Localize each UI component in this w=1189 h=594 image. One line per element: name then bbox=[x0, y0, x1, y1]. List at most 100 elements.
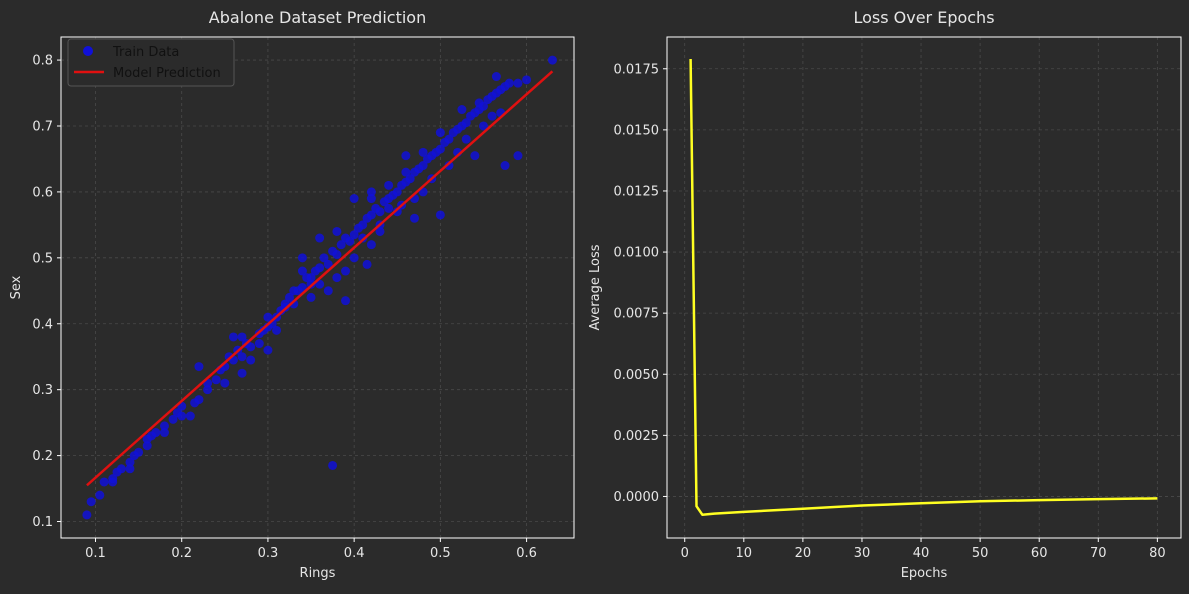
data-point bbox=[418, 161, 428, 171]
x-tick-label: 0.5 bbox=[430, 546, 451, 561]
y-tick-label: 0.3 bbox=[32, 383, 53, 398]
x-tick-label: 0.3 bbox=[258, 546, 279, 561]
data-point bbox=[336, 240, 346, 250]
data-point bbox=[315, 263, 325, 273]
chart-title: Abalone Dataset Prediction bbox=[209, 8, 426, 27]
data-point bbox=[358, 220, 368, 230]
data-point bbox=[297, 283, 307, 292]
data-point bbox=[159, 421, 169, 431]
y-tick-label: 0.0000 bbox=[614, 490, 660, 505]
data-point bbox=[185, 411, 195, 421]
data-point bbox=[345, 236, 355, 246]
x-axis-label: Rings bbox=[300, 566, 336, 581]
data-point bbox=[134, 447, 144, 457]
data-point bbox=[457, 105, 467, 115]
data-point bbox=[435, 128, 445, 138]
data-point bbox=[384, 180, 394, 190]
y-tick-label: 0.1 bbox=[32, 515, 53, 530]
data-point bbox=[392, 187, 402, 197]
data-point bbox=[375, 207, 385, 217]
loss-line-chart: 0 10 20 30 40 50 60 70 80 0.0000 0.0025 0.0050 0.007… bbox=[588, 8, 1182, 581]
y-tick-label: 0.0050 bbox=[614, 368, 660, 383]
x-tick-label: 0.2 bbox=[171, 546, 192, 561]
data-point bbox=[349, 230, 359, 240]
y-tick-label: 0.0125 bbox=[614, 184, 660, 199]
data-point bbox=[384, 203, 394, 213]
data-point bbox=[246, 355, 256, 365]
series-line bbox=[86, 70, 554, 487]
data-point bbox=[349, 194, 359, 204]
data-point bbox=[86, 497, 96, 507]
y-tick-label: 0.0150 bbox=[614, 123, 660, 138]
data-point bbox=[319, 253, 329, 263]
data-point bbox=[513, 78, 523, 88]
data-point bbox=[478, 121, 488, 131]
x-tick-label: 0.6 bbox=[516, 546, 537, 561]
x-axis-label: Epochs bbox=[901, 566, 948, 581]
data-point bbox=[315, 233, 325, 243]
x-tick-label: 30 bbox=[854, 546, 871, 561]
data-point bbox=[142, 434, 152, 444]
data-point bbox=[116, 464, 126, 474]
data-point bbox=[332, 273, 342, 283]
y-tick-label: 0.4 bbox=[32, 317, 53, 332]
x-tick-label: 20 bbox=[795, 546, 812, 561]
y-axis-label: Sex bbox=[9, 275, 24, 299]
scatter-points bbox=[82, 55, 557, 520]
data-point bbox=[461, 134, 471, 144]
data-point bbox=[435, 210, 445, 220]
data-point bbox=[289, 286, 299, 296]
data-point bbox=[82, 510, 92, 520]
x-tick-label: 40 bbox=[913, 546, 930, 561]
x-tick-label: 50 bbox=[972, 546, 989, 561]
x-tick-label: 70 bbox=[1090, 546, 1107, 561]
legend-marker-train-data bbox=[83, 46, 93, 56]
data-point bbox=[435, 144, 445, 154]
data-point bbox=[392, 207, 402, 217]
data-point bbox=[474, 98, 484, 108]
x-tick-label: 10 bbox=[736, 546, 753, 561]
data-point bbox=[125, 464, 135, 474]
y-tick-label: 0.0100 bbox=[614, 246, 660, 261]
data-point bbox=[522, 75, 532, 85]
data-point bbox=[366, 240, 376, 250]
legend-label-train-data: Train Data bbox=[112, 45, 179, 60]
data-point bbox=[500, 161, 510, 171]
scatter-chart: 0.1 0.2 0.3 0.4 0.5 0.6 0.1 0.2 0.3 0.4 0.5 0.6 0.7 0… bbox=[9, 8, 575, 581]
plot-frame bbox=[666, 36, 1182, 539]
data-point bbox=[405, 174, 415, 184]
data-point bbox=[366, 210, 376, 220]
data-point bbox=[246, 342, 256, 352]
data-point bbox=[366, 187, 376, 197]
y-tick-label: 0.0175 bbox=[614, 62, 660, 77]
y-tick-label: 0.0075 bbox=[614, 307, 660, 322]
y-tick-label: 0.2 bbox=[32, 449, 53, 464]
data-point bbox=[328, 460, 338, 470]
data-point bbox=[444, 161, 454, 171]
data-point bbox=[211, 375, 221, 385]
plot-frame bbox=[60, 36, 575, 539]
y-tick-label: 0.5 bbox=[32, 251, 53, 266]
data-point bbox=[341, 266, 351, 276]
data-point bbox=[95, 490, 105, 500]
data-point bbox=[487, 111, 497, 121]
plot-area bbox=[667, 37, 1181, 538]
data-point bbox=[159, 428, 169, 438]
data-point bbox=[504, 78, 514, 88]
data-point bbox=[203, 385, 213, 395]
y-tick-label: 0.0025 bbox=[614, 429, 660, 444]
data-point bbox=[284, 292, 294, 302]
y-axis-label: Average Loss bbox=[588, 244, 603, 330]
x-tick-label: 0.4 bbox=[344, 546, 365, 561]
data-point bbox=[254, 339, 264, 349]
data-point bbox=[323, 286, 333, 296]
data-point bbox=[366, 194, 376, 204]
data-point bbox=[297, 253, 307, 263]
data-point bbox=[461, 118, 471, 128]
data-point bbox=[263, 345, 273, 355]
data-point bbox=[99, 477, 109, 487]
x-tick-label: 80 bbox=[1149, 546, 1166, 561]
x-tick-label: 0 bbox=[681, 546, 689, 561]
y-tick-label: 0.7 bbox=[32, 119, 53, 134]
